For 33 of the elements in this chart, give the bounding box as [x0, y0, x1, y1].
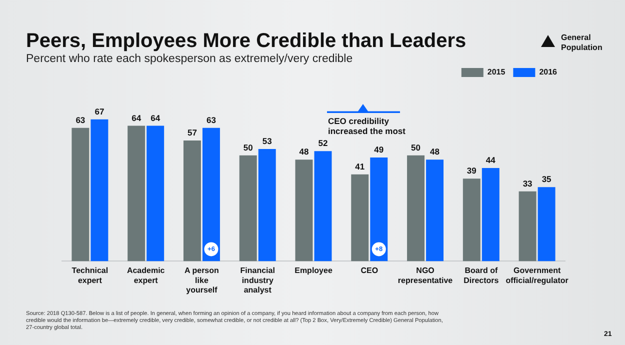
data-label: 50: [411, 142, 421, 152]
data-label: 64: [150, 112, 160, 123]
data-label: 49: [374, 144, 384, 155]
data-label: 53: [262, 136, 272, 146]
x-tick-label: NGO representative: [398, 266, 454, 285]
data-label: 52: [318, 138, 328, 148]
data-label: 48: [430, 146, 440, 157]
annotation: CEO credibility increased the most: [328, 116, 406, 136]
x-tick-label: Technical expert: [72, 266, 108, 285]
chart-subtitle: Percent who rate each spokesperson as extremely/very credible: [26, 53, 353, 65]
chart-title: Peers, Employees More Credible than Leaders: [26, 30, 466, 53]
data-label: 48: [299, 146, 309, 157]
legend-label: 2015: [487, 68, 506, 77]
x-tick-label: Academic expert: [126, 266, 166, 285]
data-label: 39: [466, 166, 477, 176]
x-tick-label: A person like yourself: [184, 266, 220, 294]
x-tick-label: CEO: [360, 266, 378, 276]
data-label: 63: [206, 114, 216, 125]
legend-label: 2016: [539, 68, 558, 77]
data-label: 63: [76, 114, 86, 125]
x-tick-label: Financial industry analyst: [240, 266, 275, 294]
x-tick-label: Employee: [294, 266, 333, 276]
data-label: 41: [355, 161, 365, 172]
data-label: 33: [522, 178, 533, 188]
data-label: 57: [187, 128, 198, 138]
data-label: 44: [486, 155, 496, 166]
data-label: 50: [243, 142, 254, 152]
x-tick-label: Board of Directors: [464, 266, 500, 285]
x-tick-label: Government official/regulator: [506, 266, 568, 285]
data-label: 64: [132, 112, 142, 123]
data-label: 67: [94, 106, 104, 116]
text: General Population: [561, 33, 604, 52]
data-label: 35: [542, 174, 552, 184]
